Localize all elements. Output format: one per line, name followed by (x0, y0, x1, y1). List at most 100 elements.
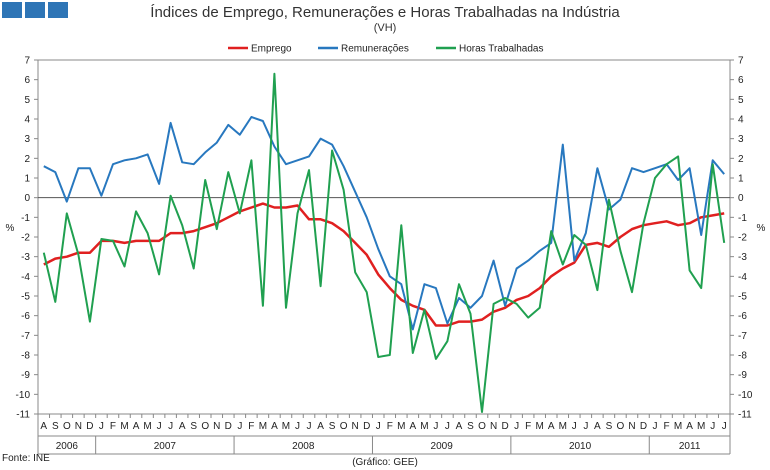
year-label: 2006 (56, 441, 79, 452)
y-axis-label-right: % (757, 223, 766, 234)
x-tick-label: A (594, 421, 601, 432)
x-tick-label: J (307, 421, 312, 432)
x-tick-label: F (664, 421, 670, 432)
x-tick-label: D (363, 421, 370, 432)
x-tick-label: D (640, 421, 647, 432)
x-tick-label: J (445, 421, 450, 432)
y-tick-label-left: 0 (24, 193, 30, 204)
x-tick-label: D (501, 421, 508, 432)
x-tick-label: M (143, 421, 151, 432)
series-line-emprego (43, 202, 725, 327)
x-tick-label: F (525, 421, 531, 432)
x-tick-label: A (456, 421, 463, 432)
y-tick-label-left: 5 (24, 95, 30, 106)
y-tick-label-left: -2 (21, 233, 30, 244)
x-tick-label: M (674, 421, 682, 432)
x-tick-label: O (617, 421, 625, 432)
x-tick-label: J (376, 421, 381, 432)
x-tick-label: M (259, 421, 267, 432)
x-tick-label: A (686, 421, 693, 432)
x-tick-label: S (190, 421, 197, 432)
x-tick-label: O (63, 421, 71, 432)
x-tick-label: A (271, 421, 278, 432)
x-tick-label: A (40, 421, 47, 432)
x-tick-label: J (433, 421, 438, 432)
y-tick-label-left: -9 (21, 370, 30, 381)
y-tick-label-right: 6 (738, 75, 744, 86)
y-tick-label-right: 0 (738, 193, 744, 204)
x-tick-label: M (697, 421, 705, 432)
x-tick-label: O (478, 421, 486, 432)
series-line-remuneracoes (43, 116, 725, 331)
x-tick-label: A (179, 421, 186, 432)
logo-block (2, 2, 22, 18)
y-tick-label-left: -7 (21, 331, 30, 342)
x-tick-label: D (86, 421, 93, 432)
x-tick-label: A (317, 421, 324, 432)
x-tick-label: S (329, 421, 336, 432)
year-label: 2010 (569, 441, 592, 452)
y-tick-label-right: -9 (738, 370, 747, 381)
y-tick-label-left: -3 (21, 252, 30, 263)
x-tick-label: S (606, 421, 613, 432)
x-tick-label: J (710, 421, 715, 432)
x-tick-label: F (248, 421, 254, 432)
x-tick-label: J (99, 421, 104, 432)
y-tick-label-right: -8 (738, 351, 747, 362)
y-tick-label-right: -6 (738, 311, 747, 322)
x-tick-label: N (490, 421, 497, 432)
legend-label: Remunerações (341, 44, 409, 55)
y-tick-label-left: 6 (24, 75, 30, 86)
logo-block (48, 2, 68, 18)
x-tick-label: M (120, 421, 128, 432)
x-tick-label: M (536, 421, 544, 432)
x-tick-label: J (157, 421, 162, 432)
y-axis-label-left: % (6, 223, 15, 234)
y-tick-label-right: 3 (738, 134, 744, 145)
x-tick-label: S (467, 421, 474, 432)
y-tick-label-left: -4 (21, 272, 30, 283)
y-tick-label-left: 4 (24, 115, 30, 126)
y-tick-label-right: -4 (738, 272, 747, 283)
year-label: 2008 (292, 441, 315, 452)
legend-label: Horas Trabalhadas (459, 44, 544, 55)
x-tick-label: J (514, 421, 519, 432)
y-tick-label-left: -1 (21, 213, 30, 224)
x-tick-label: N (75, 421, 82, 432)
y-tick-label-left: 3 (24, 134, 30, 145)
y-tick-label-left: -5 (21, 292, 30, 303)
source-note: Fonte: INE (2, 453, 50, 464)
x-tick-label: N (213, 421, 220, 432)
y-tick-label-right: -1 (738, 213, 747, 224)
y-tick-label-left: -11 (16, 410, 30, 421)
y-tick-label-right: -2 (738, 233, 747, 244)
x-tick-label: D (225, 421, 232, 432)
x-tick-label: J (572, 421, 577, 432)
x-tick-label: N (628, 421, 635, 432)
x-tick-label: A (409, 421, 416, 432)
series-line-horas-trabalhadas (42, 72, 726, 413)
y-tick-label-right: -7 (738, 331, 747, 342)
x-tick-label: N (352, 421, 359, 432)
chart-title: Índices de Emprego, Remunerações e Horas… (150, 4, 620, 21)
x-tick-label: J (722, 421, 727, 432)
x-tick-label: F (110, 421, 116, 432)
x-tick-label: M (559, 421, 567, 432)
y-tick-label-right: -10 (738, 390, 753, 401)
logo-block (25, 2, 45, 18)
plot-area (37, 59, 731, 415)
x-tick-label: J (295, 421, 300, 432)
y-tick-label-right: 1 (738, 174, 744, 185)
y-tick-label-right: -5 (738, 292, 747, 303)
y-tick-label-right: 2 (738, 154, 744, 165)
y-tick-label-left: -10 (16, 390, 31, 401)
x-tick-label: J (237, 421, 242, 432)
legend-label: Emprego (251, 44, 292, 55)
x-tick-label: S (52, 421, 59, 432)
x-tick-label: O (340, 421, 348, 432)
x-tick-label: M (282, 421, 290, 432)
y-tick-label-left: 2 (24, 154, 30, 165)
year-label: 2011 (679, 441, 701, 452)
x-tick-label: J (653, 421, 658, 432)
